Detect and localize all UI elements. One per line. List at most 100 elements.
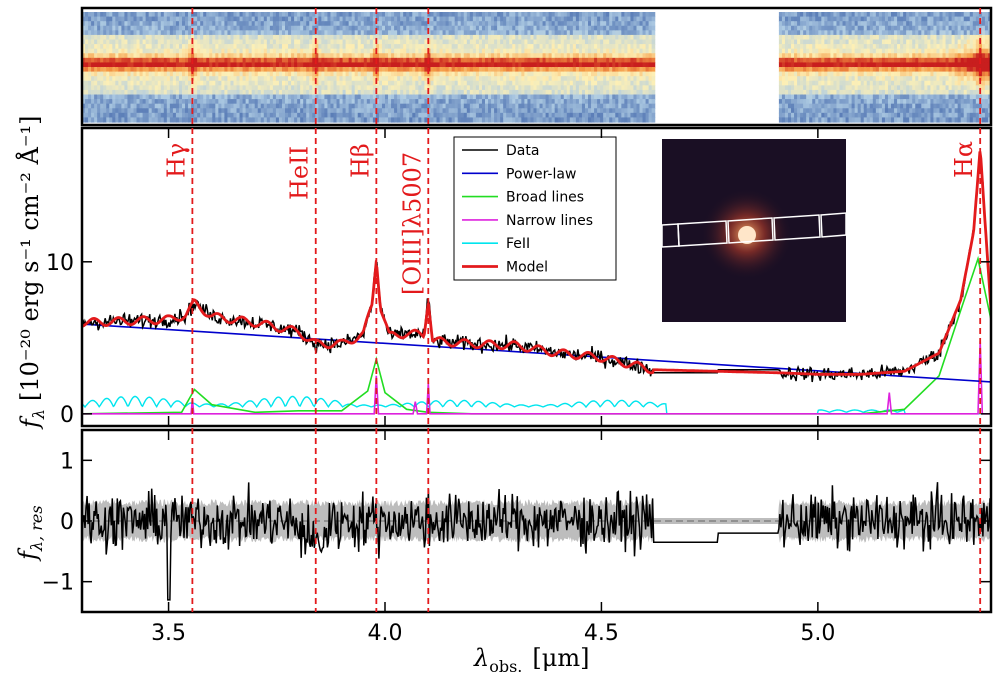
heatmap-cell <box>127 25 132 31</box>
heatmap-cell <box>781 76 786 82</box>
heatmap-cell <box>275 34 280 41</box>
heatmap-cell <box>433 108 438 114</box>
heatmap-cell <box>157 57 162 64</box>
heatmap-cell <box>354 39 359 45</box>
heatmap-cell <box>82 34 86 41</box>
heatmap-cell <box>345 71 350 77</box>
heatmap-cell <box>545 30 550 36</box>
heatmap-cell <box>345 44 350 50</box>
heatmap-cell <box>136 89 141 96</box>
heatmap-cell <box>109 117 113 123</box>
heatmap-cell <box>463 44 468 50</box>
heatmap-cell <box>827 67 832 73</box>
heatmap-cell <box>800 71 804 77</box>
heatmap-cell <box>563 71 568 77</box>
heatmap-cell <box>651 12 656 18</box>
heatmap-cell <box>206 34 210 41</box>
heatmap-cell <box>403 57 407 64</box>
heatmap-cell <box>303 103 307 109</box>
heatmap-cell <box>357 76 362 82</box>
heatmap-cell <box>236 30 241 36</box>
heatmap-cell <box>830 89 835 96</box>
heatmap-cell <box>578 99 583 105</box>
heatmap-cell <box>160 89 165 96</box>
heatmap-cell <box>254 103 259 109</box>
heatmap-cell <box>563 57 568 64</box>
heatmap-cell <box>578 117 583 123</box>
heatmap-cell <box>281 21 286 27</box>
heatmap-cell <box>227 99 232 105</box>
heatmap-cell <box>354 99 359 105</box>
heatmap-cell <box>460 57 465 64</box>
heatmap-cell <box>600 94 604 100</box>
heatmap-cell <box>106 103 110 109</box>
heatmap-cell <box>212 71 216 77</box>
heatmap-cell <box>615 80 619 86</box>
heatmap-cell <box>469 39 474 45</box>
heatmap-cell <box>142 48 147 54</box>
heatmap-cell <box>778 48 783 54</box>
heatmap-cell <box>348 39 353 45</box>
heatmap-cell <box>833 25 838 31</box>
heatmap-cell <box>418 34 422 41</box>
heatmap-cell <box>85 94 89 100</box>
heatmap-cell <box>591 30 595 36</box>
heatmap-cell <box>291 94 295 100</box>
heatmap-cell <box>112 53 116 59</box>
heatmap-cell <box>624 62 628 68</box>
heatmap-cell <box>181 30 186 36</box>
heatmap-cell <box>306 112 310 119</box>
heatmap-cell <box>809 85 813 91</box>
heatmap-cell <box>551 39 556 45</box>
heatmap-cell <box>248 112 253 119</box>
heatmap-cell <box>791 67 795 73</box>
heatmap-cell <box>188 12 192 18</box>
heatmap-cell <box>527 48 532 54</box>
heatmap-cell <box>809 94 813 100</box>
heatmap-cell <box>369 117 374 123</box>
heatmap-cell <box>430 99 435 105</box>
heatmap-cell <box>239 108 244 114</box>
heatmap-cell <box>427 108 432 114</box>
heatmap-cell <box>427 53 432 59</box>
heatmap-cell <box>303 39 307 45</box>
heatmap-cell <box>542 76 547 82</box>
heatmap-cell <box>600 108 604 114</box>
heatmap-cell <box>324 53 329 59</box>
heatmap-cell <box>591 12 595 18</box>
heatmap-cell <box>812 76 816 82</box>
heatmap-cell <box>551 21 556 27</box>
heatmap-cell <box>575 108 580 114</box>
heatmap-cell <box>230 67 235 73</box>
heatmap-cell <box>112 62 116 68</box>
heatmap-cell <box>563 103 568 109</box>
heatmap-cell <box>130 103 135 109</box>
heatmap-cell <box>588 71 592 77</box>
heatmap-cell <box>560 21 565 27</box>
heatmap-cell <box>545 103 550 109</box>
heatmap-cell <box>415 62 419 68</box>
heatmap-cell <box>454 103 459 109</box>
heatmap-cell <box>454 62 459 68</box>
heatmap-cell <box>124 16 129 22</box>
heatmap-cell <box>609 80 613 86</box>
heatmap-cell <box>421 62 425 68</box>
heatmap-cell <box>618 76 622 82</box>
heatmap-cell <box>524 62 529 68</box>
heatmap-cell <box>442 16 447 22</box>
heatmap-cell <box>533 62 538 68</box>
heatmap-cell <box>354 30 359 36</box>
heatmap-cell <box>406 25 410 31</box>
heatmap-cell <box>178 71 183 77</box>
heatmap-cell <box>121 44 126 50</box>
heatmap-cell <box>591 108 595 114</box>
heatmap-cell <box>778 44 783 50</box>
heatmap-cell <box>194 117 198 123</box>
heatmap-cell <box>91 103 95 109</box>
heatmap-cell <box>606 39 610 45</box>
heatmap-cell <box>821 99 825 105</box>
heatmap-cell <box>400 94 404 100</box>
heatmap-cell <box>381 108 386 114</box>
heatmap-cell <box>327 80 332 86</box>
heatmap-cell <box>615 53 619 59</box>
